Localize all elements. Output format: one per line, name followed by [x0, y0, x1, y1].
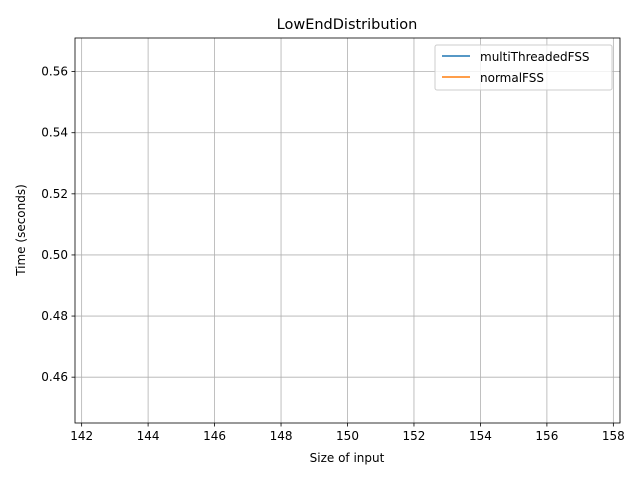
x-axis: 142 144 146 148 150 152 154 156 158	[70, 423, 625, 443]
y-tick-label: 0.48	[41, 309, 68, 323]
x-tick-label: 152	[403, 429, 426, 443]
x-tick-label: 150	[336, 429, 359, 443]
y-tick-label: 0.54	[41, 126, 68, 140]
x-tick-label: 158	[602, 429, 625, 443]
x-axis-label: Size of input	[310, 451, 385, 465]
y-tick-label: 0.46	[41, 370, 68, 384]
chart-title: LowEndDistribution	[277, 17, 418, 33]
x-tick-label: 154	[469, 429, 492, 443]
x-tick-label: 144	[137, 429, 160, 443]
x-tick-label: 156	[535, 429, 558, 443]
y-tick-label: 0.56	[41, 65, 68, 79]
x-tick-label: 148	[270, 429, 293, 443]
legend-label-multithreadedfss: multiThreadedFSS	[480, 50, 590, 64]
legend-label-normalfss: normalFSS	[480, 71, 544, 85]
y-axis: 0.46 0.48 0.50 0.52 0.54 0.56	[41, 65, 75, 384]
legend: multiThreadedFSS normalFSS	[434, 44, 613, 91]
x-tick-label: 146	[203, 429, 226, 443]
y-tick-label: 0.52	[41, 187, 68, 201]
legend-box	[434, 44, 613, 91]
y-axis-label: Time (seconds)	[14, 184, 28, 277]
y-tick-label: 0.50	[41, 248, 68, 262]
x-tick-label: 142	[70, 429, 93, 443]
grid	[75, 38, 620, 423]
